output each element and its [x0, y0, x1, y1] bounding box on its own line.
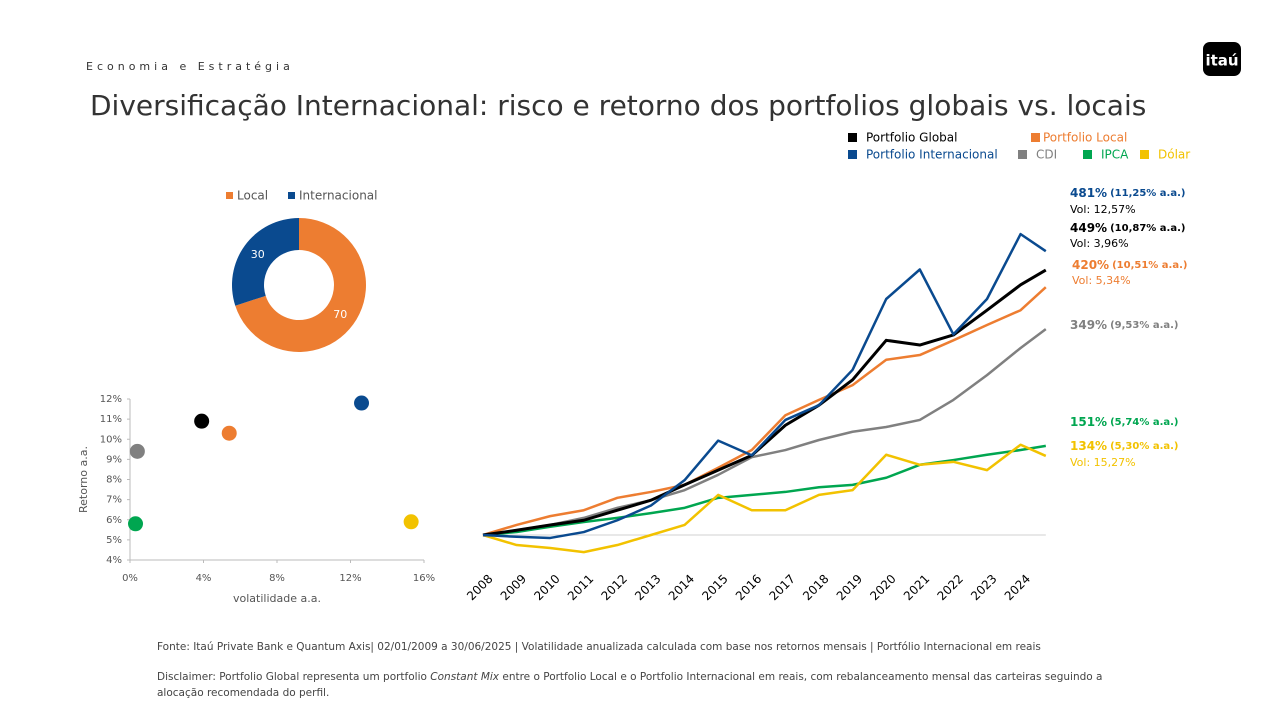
x-axis-label: volatilidade a.a. — [233, 592, 321, 605]
y-tick-label: 12% — [100, 394, 122, 405]
legend-swatch — [1083, 150, 1092, 159]
y-tick-label: 7% — [106, 495, 122, 506]
end-rate: (10,87% a.a.) — [1110, 223, 1185, 234]
series-line — [482, 444, 1047, 537]
y-tick-label: 10% — [100, 434, 122, 445]
legend-swatch — [848, 133, 857, 142]
series-line — [482, 286, 1047, 537]
x-tick-label: 12% — [339, 573, 361, 584]
end-value: 134% — [1070, 439, 1107, 453]
end-value: 349% — [1070, 318, 1107, 332]
legend-swatch — [226, 192, 233, 199]
x-tick-label: 2010 — [531, 572, 562, 603]
section: Economia e Estratégia — [86, 60, 294, 73]
series-line — [482, 443, 1047, 554]
end-value: 151% — [1070, 415, 1107, 429]
y-tick-label: 5% — [106, 535, 122, 546]
scatter-point — [403, 514, 419, 530]
legend-swatch — [1031, 133, 1040, 142]
x-tick-label: 2022 — [934, 572, 965, 603]
x-tick-label: 2017 — [766, 572, 797, 603]
x-tick-label: 2023 — [968, 572, 999, 603]
legend-swatch — [288, 192, 295, 199]
y-axis-label: Retorno a.a. — [77, 446, 90, 513]
x-tick-label: 2021 — [901, 572, 932, 603]
donut-slice — [232, 218, 299, 306]
x-tick-label: 2015 — [699, 572, 730, 603]
x-tick-label: 2011 — [565, 572, 596, 603]
end-value: 449% — [1070, 221, 1107, 235]
y-tick-label: 9% — [106, 454, 122, 465]
end-rate: (9,53% a.a.) — [1110, 320, 1178, 331]
end-value: 420% — [1072, 258, 1109, 272]
end-label: 151% (5,74% a.a.) — [1070, 415, 1179, 429]
scatter-point — [354, 395, 370, 411]
legend-label: Dólar — [1158, 148, 1190, 162]
legend-label: Internacional — [299, 189, 377, 203]
end-label: 449% (10,87% a.a.) — [1070, 221, 1185, 235]
end-rate: (5,74% a.a.) — [1110, 417, 1178, 428]
logo-box — [1203, 42, 1241, 76]
donut-label: 30 — [251, 248, 265, 261]
y-tick-label: 11% — [100, 414, 122, 425]
legend-label: Portfolio Local — [1043, 131, 1127, 145]
x-tick-label: 2014 — [666, 572, 697, 603]
end-rate: (11,25% a.a.) — [1110, 188, 1185, 199]
x-tick-label: 2016 — [733, 572, 764, 603]
disclaimer-text: entre o Portfolio Local e o Portfolio In… — [157, 671, 1103, 699]
scatter-point — [221, 425, 237, 441]
x-tick-label: 2019 — [834, 572, 865, 603]
x-tick-label: 0% — [122, 573, 138, 584]
y-tick-label: 4% — [106, 555, 122, 566]
scatter-point — [128, 516, 144, 532]
end-rate: (10,51% a.a.) — [1112, 260, 1187, 271]
legend-label: Portfolio Internacional — [866, 148, 998, 162]
legend-label: Local — [237, 189, 268, 203]
disclaimer-text: Disclaimer: Portfolio Global representa … — [157, 671, 431, 683]
donut-label: 70 — [333, 308, 347, 321]
scatter-point — [194, 413, 210, 429]
x-tick-label: 2013 — [632, 572, 663, 603]
end-rate: (5,30% a.a.) — [1110, 441, 1178, 452]
scatter-point — [129, 443, 145, 459]
x-tick-label: 16% — [413, 573, 435, 584]
end-vol: Vol: 12,57% — [1070, 203, 1136, 216]
end-vol: Vol: 3,96% — [1070, 237, 1129, 250]
end-label: 420% (10,51% a.a.) — [1072, 258, 1187, 272]
legend-label: Portfolio Global — [866, 131, 957, 145]
x-tick-label: 8% — [269, 573, 285, 584]
title: Diversificação Internacional: risco e re… — [90, 89, 1146, 122]
donut-slice — [235, 218, 366, 352]
legend-swatch — [848, 150, 857, 159]
disclaimer: Disclaimer: Portfolio Global representa … — [157, 669, 1147, 701]
x-tick-label: 2018 — [800, 572, 831, 603]
x-tick-label: 4% — [196, 573, 212, 584]
end-vol: Vol: 15,27% — [1070, 456, 1136, 469]
legend-swatch — [1018, 150, 1027, 159]
end-value: 481% — [1070, 186, 1107, 200]
y-tick-label: 8% — [106, 475, 122, 486]
x-tick-label: 2008 — [464, 572, 495, 603]
legend-label: IPCA — [1101, 148, 1129, 162]
end-vol: Vol: 5,34% — [1072, 274, 1131, 287]
legend-label: CDI — [1036, 148, 1057, 162]
x-tick-label: 2012 — [598, 572, 629, 603]
series-line — [482, 328, 1047, 537]
end-label: 349% (9,53% a.a.) — [1070, 318, 1179, 332]
legend-swatch — [1140, 150, 1149, 159]
x-tick-label: 2020 — [867, 572, 898, 603]
end-label: 134% (5,30% a.a.) — [1070, 439, 1179, 453]
source: Fonte: Itaú Private Bank e Quantum Axis|… — [157, 641, 1041, 653]
end-label: 481% (11,25% a.a.) — [1070, 186, 1185, 200]
x-tick-label: 2009 — [498, 572, 529, 603]
logo: itaú — [1205, 52, 1238, 70]
y-tick-label: 6% — [106, 515, 122, 526]
series-line — [482, 232, 1047, 540]
series-line — [482, 268, 1047, 537]
x-tick-label: 2024 — [1002, 572, 1033, 603]
disclaimer-italic: Constant Mix — [430, 671, 500, 683]
